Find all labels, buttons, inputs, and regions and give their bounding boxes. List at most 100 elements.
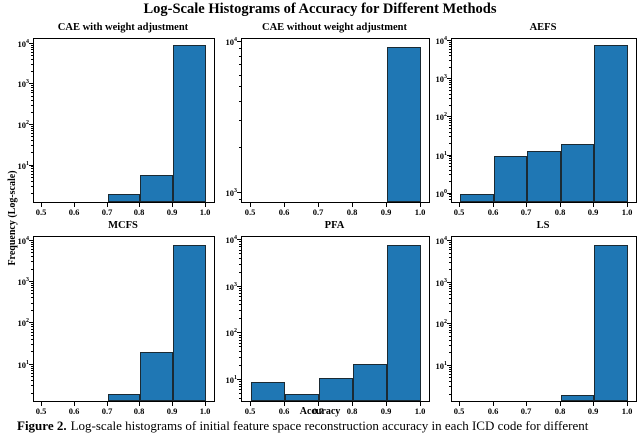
y-tick-exponent: 2 [444,319,447,325]
y-minor-tick [31,249,33,250]
y-minor-tick [239,386,241,387]
y-tick-label: 104 [17,235,30,246]
y-minor-tick [31,85,33,86]
y-tick-exponent: 4 [26,39,29,45]
y-tick-exponent: 2 [26,120,29,126]
y-minor-tick [239,244,241,245]
x-tick [139,402,140,406]
y-tick-exponent: 4 [26,236,29,242]
figure-caption: Figure 2. Log-scale histograms of initial… [17,418,635,434]
histogram-bar [108,394,140,401]
x-tick-label: 0.7 [520,406,532,416]
y-minor-tick [31,293,33,294]
y-major-tick [29,240,33,241]
subplot-mcfs: MCFS 101 102 103 104 0.5 0.6 0.7 0.8 0.9 1.0 [3,218,219,418]
y-minor-tick [31,49,33,50]
y-minor-tick [31,326,33,327]
y-tick-label: 104 [435,235,448,246]
y-tick-label: 104 [225,234,238,245]
histogram-bar [387,245,421,401]
y-minor-tick [239,381,241,382]
x-tick-label: 0.8 [346,207,358,217]
y-tick-label: 104 [17,38,30,49]
y-minor-tick [449,371,451,372]
y-minor-tick [31,351,33,352]
y-minor-tick [449,105,451,106]
y-minor-tick [449,122,451,123]
y-minor-tick [449,247,451,248]
y-minor-tick [449,394,451,395]
y-major-tick [29,322,33,323]
x-tick [560,203,561,207]
y-minor-tick [449,325,451,326]
y-tick-exponent: 3 [444,74,447,80]
x-tick [74,203,75,207]
y-minor-tick [31,96,33,97]
y-tick-exponent: 4 [234,235,237,241]
y-minor-tick [239,272,241,273]
y-minor-tick [449,269,451,270]
y-minor-tick [239,357,241,358]
subplot-title: AEFS [529,22,557,33]
x-tick-label: 0.5 [244,406,256,416]
subplot-ls: LS 101 102 103 104 0.5 0.6 0.7 0.8 0.9 1.0 [421,218,640,418]
y-minor-tick [31,186,33,187]
y-minor-tick [449,298,451,299]
x-tick-label: 0.6 [278,207,290,217]
y-minor-tick [31,92,33,93]
y-minor-tick [239,56,241,57]
x-tick [250,402,251,406]
y-minor-tick [239,335,241,336]
y-minor-tick [31,269,33,270]
caption-text: Log-scale histograms of initial feature … [70,418,589,433]
y-tick-label: 104 [435,35,448,46]
y-minor-tick [449,332,451,333]
y-minor-tick [449,128,451,129]
x-tick [205,203,206,207]
histogram-bar [285,394,319,401]
x-tick [560,402,561,406]
y-major-tick [447,365,451,366]
y-major-tick [29,43,33,44]
y-minor-tick [449,44,451,45]
y-tick-exponent: 0 [444,189,447,195]
y-minor-tick [239,290,241,291]
x-tick-label: 0.7 [312,207,324,217]
y-tick-label: 103 [435,277,448,288]
x-tick-label: 0.9 [380,406,392,416]
y-major-tick [237,192,241,193]
y-minor-tick [449,42,451,43]
x-tick [107,203,108,207]
histogram-bar [251,382,285,401]
x-tick-label: 0.6 [68,406,80,416]
x-tick-label: 1.0 [414,207,426,217]
y-minor-tick [449,84,451,85]
x-tick-label: 1.0 [199,207,211,217]
y-minor-tick [31,55,33,56]
y-tick-exponent: 2 [444,112,447,118]
y-minor-tick [449,136,451,137]
y-minor-tick [239,393,241,394]
y-tick-label: 101 [17,359,30,370]
x-tick [352,402,353,406]
y-minor-tick [31,71,33,72]
y-minor-tick [31,335,33,336]
subplot-pfa: PFA 101 102 103 104 0.5 0.6 0.7 0.8 0.9 1.0 [211,218,434,418]
y-minor-tick [449,94,451,95]
y-minor-tick [449,156,451,157]
histogram-bar [527,151,561,202]
y-minor-tick [31,324,33,325]
y-minor-tick [239,64,241,65]
y-tick-label: 104 [225,36,238,47]
x-tick [593,203,594,207]
y-minor-tick [239,147,241,148]
y-major-tick [447,40,451,41]
y-minor-tick [449,98,451,99]
y-minor-tick [239,293,241,294]
y-minor-tick [239,258,241,259]
y-minor-tick [239,337,241,338]
y-minor-tick [31,45,33,46]
subplot-title: PFA [324,220,345,231]
y-minor-tick [31,105,33,106]
x-tick [172,203,173,207]
